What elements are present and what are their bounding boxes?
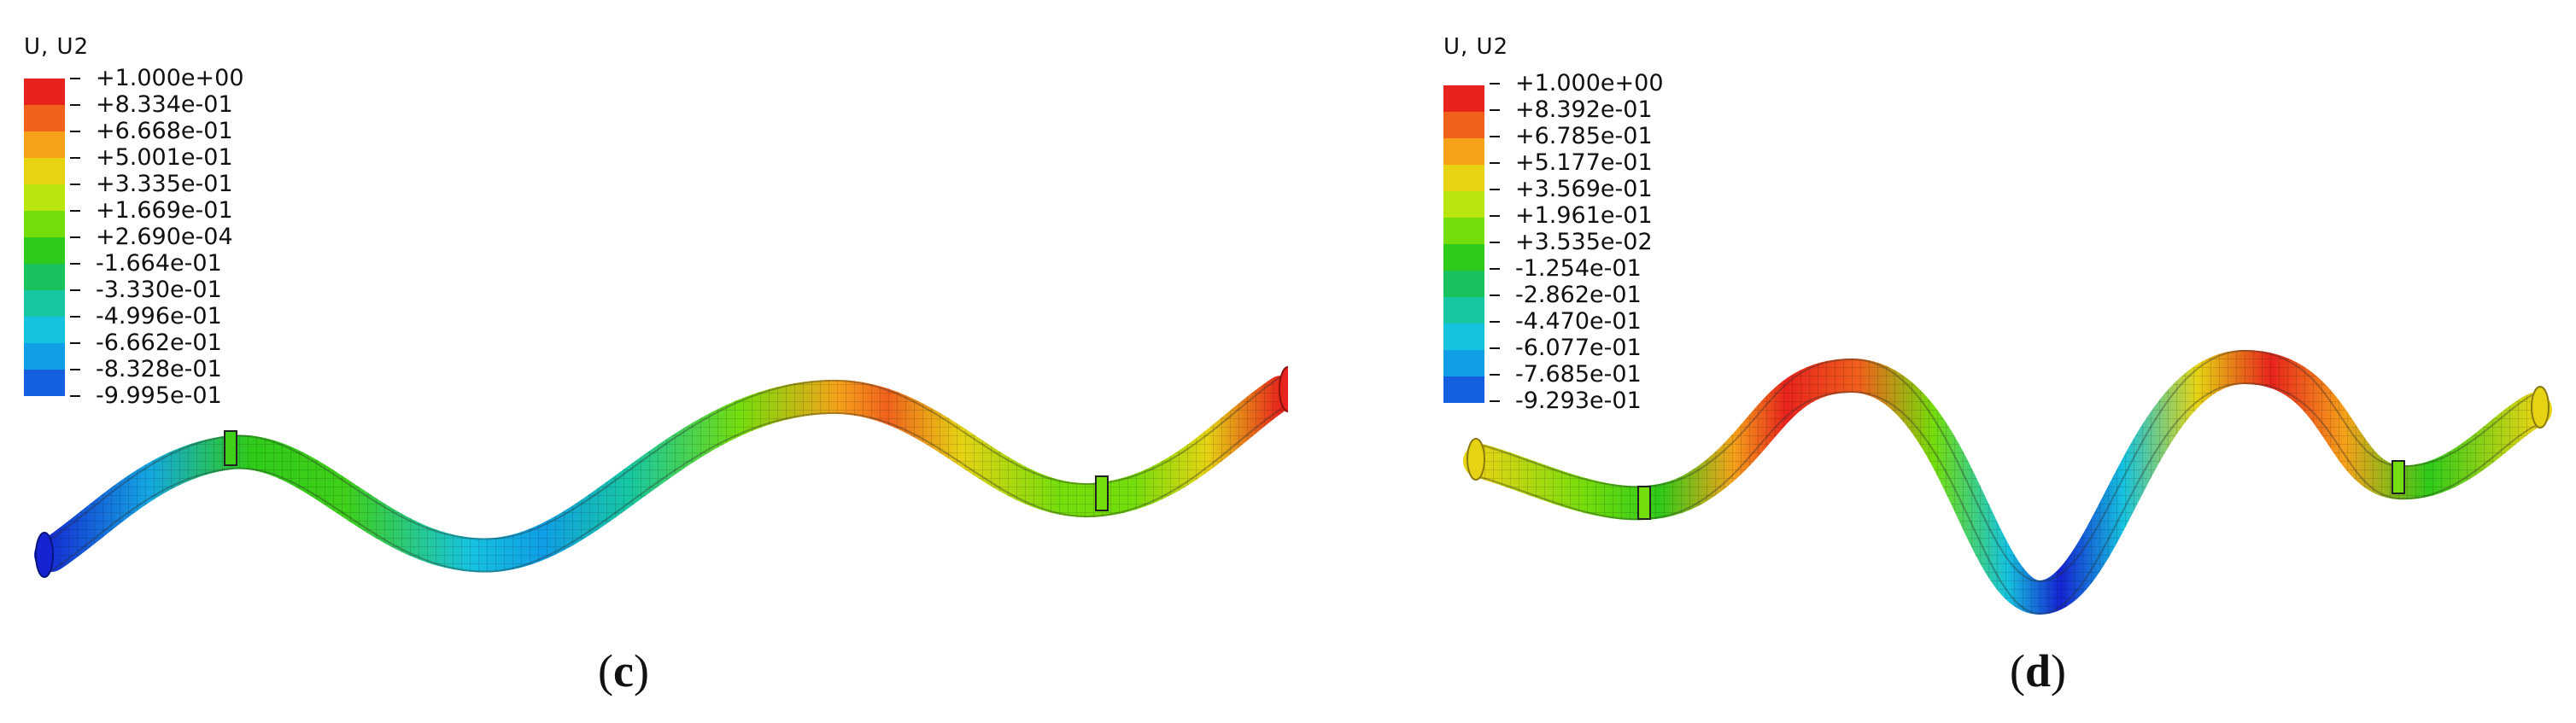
- legend-tick: [70, 342, 80, 344]
- legend-label: +3.569e-01: [1515, 176, 1653, 202]
- legend-swatch: [1443, 244, 1484, 271]
- caption-d: (d): [2010, 645, 2067, 697]
- legend-label: +5.001e-01: [96, 144, 233, 171]
- legend-label: -8.328e-01: [96, 356, 222, 382]
- legend-swatch: [1443, 85, 1484, 112]
- legend-label: +8.392e-01: [1515, 96, 1653, 123]
- end-flange-right: [2531, 386, 2550, 429]
- legend-swatch: [1443, 376, 1484, 403]
- deformed-beam-d: [1463, 349, 2552, 615]
- legend-label: +5.177e-01: [1515, 149, 1653, 176]
- legend-swatch: [24, 343, 65, 370]
- legend-label: -3.330e-01: [96, 277, 222, 303]
- legend-label: +1.000e+00: [1515, 70, 1664, 96]
- legend-tick: [70, 263, 80, 265]
- legend-tick: [70, 236, 80, 238]
- legend-tick: [1490, 268, 1500, 270]
- legend-swatch: [24, 317, 65, 343]
- legend-label: -7.685e-01: [1515, 361, 1642, 388]
- legend-colorbar: [24, 79, 65, 396]
- legend-label: +1.669e-01: [96, 197, 233, 224]
- legend-swatch: [1443, 191, 1484, 218]
- legend-swatch: [1443, 218, 1484, 244]
- legend-swatch: [1443, 112, 1484, 138]
- legend-tick: [70, 157, 80, 159]
- legend-tick: [1490, 136, 1500, 137]
- panel-c: U, U2 +1.000e+00 +8.334e-01 +6.668e-01 +5.0…: [24, 34, 1288, 697]
- legend-swatch: [1443, 297, 1484, 324]
- legend-tick: [70, 395, 80, 397]
- support-2: [1095, 475, 1109, 511]
- legend-swatch: [24, 131, 65, 158]
- legend-swatch: [24, 264, 65, 290]
- legend-swatch: [24, 237, 65, 264]
- legend-tick: [1490, 189, 1500, 190]
- legend-swatch: [24, 105, 65, 131]
- legend-swatch: [1443, 165, 1484, 191]
- legend-label: -9.995e-01: [96, 382, 222, 409]
- legend-tick: [1490, 242, 1500, 243]
- legend-label: +6.668e-01: [96, 118, 233, 144]
- end-flange-right: [1279, 366, 1288, 412]
- legend-label: -9.293e-01: [1515, 388, 1642, 414]
- legend-tick: [70, 289, 80, 291]
- legend-tick: [1490, 109, 1500, 111]
- legend-tick: [70, 210, 80, 212]
- legend-swatch: [1443, 324, 1484, 350]
- legend-title: U, U2: [1443, 34, 1509, 60]
- beam-mesh: [1475, 349, 2544, 615]
- legend-label: +1.000e+00: [96, 65, 244, 91]
- legend-label: -6.662e-01: [96, 329, 222, 356]
- legend-tick: [1490, 294, 1500, 296]
- end-flange-left: [35, 532, 54, 578]
- legend-label: +6.785e-01: [1515, 123, 1653, 149]
- legend-label: +8.334e-01: [96, 91, 233, 118]
- legend-swatch: [24, 290, 65, 317]
- legend-label: -4.996e-01: [96, 303, 222, 329]
- legend-label: -4.470e-01: [1515, 308, 1642, 335]
- legend-label: +1.961e-01: [1515, 202, 1653, 229]
- legend-tick: [1490, 347, 1500, 349]
- deformed-beam-c: [34, 366, 1288, 578]
- legend-tick: [1490, 215, 1500, 217]
- support-1: [1637, 486, 1651, 520]
- legend-label: +3.335e-01: [96, 171, 233, 197]
- legend-tick: [70, 369, 80, 370]
- legend-tick: [1490, 162, 1500, 164]
- legend-tick: [1490, 400, 1500, 402]
- legend-title: U, U2: [24, 34, 90, 60]
- legend-colorbar: [1443, 85, 1484, 403]
- legend-tick: [70, 184, 80, 185]
- legend-tick: [1490, 83, 1500, 85]
- legend-tick: [70, 131, 80, 132]
- legend-label: -6.077e-01: [1515, 335, 1642, 361]
- legend-label: -2.862e-01: [1515, 282, 1642, 308]
- legend-swatch: [1443, 271, 1484, 297]
- support-2: [2392, 460, 2405, 494]
- beam-mesh: [41, 378, 1288, 573]
- legend-tick: [1490, 374, 1500, 376]
- caption-c: (c): [598, 645, 649, 697]
- legend-swatch: [24, 370, 65, 396]
- end-flange-left: [1467, 438, 1485, 481]
- legend-tick: [70, 104, 80, 106]
- legend-tick: [70, 78, 80, 79]
- legend-label: +3.535e-02: [1515, 229, 1653, 255]
- legend-swatch: [24, 211, 65, 237]
- legend-tick: [1490, 321, 1500, 323]
- legend-label: +2.690e-04: [96, 224, 233, 250]
- legend-tick: [70, 316, 80, 318]
- legend-label: -1.664e-01: [96, 250, 222, 277]
- legend-swatch: [24, 79, 65, 105]
- legend-swatch: [1443, 138, 1484, 165]
- support-1: [224, 430, 237, 466]
- legend-swatch: [24, 184, 65, 211]
- panel-d: U, U2 +1.000e+00 +8.392e-01 +6.785e-01 +5.1…: [1288, 0, 2576, 723]
- legend-label: -1.254e-01: [1515, 255, 1642, 282]
- legend-swatch: [1443, 350, 1484, 376]
- legend-swatch: [24, 158, 65, 184]
